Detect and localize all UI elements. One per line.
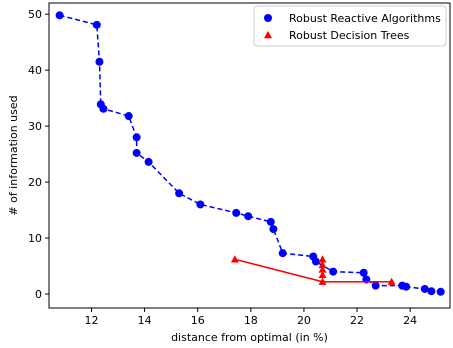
reactive-point — [427, 287, 436, 296]
reactive-point — [371, 281, 380, 290]
trees-point — [387, 277, 396, 285]
y-axis-label: # of information used — [7, 95, 20, 215]
trees-point — [318, 270, 327, 279]
reactive-point — [266, 217, 275, 226]
legend-label-reactive: Robust Reactive Algorithms — [289, 12, 441, 25]
reactive-point — [95, 57, 104, 66]
series-reactive-line — [59, 14, 441, 293]
x-tick-label: 20 — [297, 314, 311, 327]
x-axis: 12 14 16 18 20 22 24 — [84, 308, 417, 327]
reactive-point — [402, 282, 411, 291]
y-tick-label: 10 — [28, 232, 42, 245]
reactive-point — [196, 200, 205, 209]
y-tick-label: 30 — [28, 120, 42, 133]
x-tick-label: 12 — [84, 314, 98, 327]
reactive-point — [132, 148, 141, 157]
axes-frame — [48, 2, 451, 309]
reactive-point — [436, 287, 445, 296]
reactive-point — [269, 225, 278, 234]
reactive-point — [132, 133, 141, 142]
x-axis-label: distance from optimal (in %) — [171, 331, 328, 344]
legend: Robust Reactive Algorithms Robust Decisi… — [253, 5, 447, 47]
trees-point — [318, 277, 327, 285]
trees-point — [230, 255, 239, 263]
reactive-point — [420, 284, 429, 293]
y-axis: 0 10 20 30 40 50 — [28, 8, 49, 301]
reactive-point — [92, 20, 101, 29]
reactive-point — [175, 189, 184, 198]
legend-marker-trees — [264, 31, 272, 39]
x-tick-label: 14 — [138, 314, 152, 327]
reactive-point — [144, 157, 153, 166]
y-tick-label: 40 — [28, 64, 42, 77]
reactive-point — [359, 268, 368, 277]
y-tick-label: 0 — [35, 288, 42, 301]
trees-point — [318, 260, 327, 269]
x-tick-label: 18 — [244, 314, 258, 327]
reactive-point — [278, 249, 287, 258]
legend-marker-reactive — [264, 14, 272, 22]
legend-label-trees: Robust Decision Trees — [289, 29, 410, 42]
y-tick-label: 50 — [28, 8, 42, 21]
plot-area — [55, 11, 445, 296]
reactive-point — [232, 208, 241, 217]
trees-point — [318, 265, 327, 273]
legend-box — [253, 5, 447, 47]
trees-point — [318, 255, 327, 263]
y-tick-label: 20 — [28, 176, 42, 189]
reactive-point — [55, 11, 64, 20]
reactive-point — [124, 112, 133, 121]
reactive-point — [244, 212, 253, 221]
reactive-point — [311, 257, 320, 266]
x-tick-label: 22 — [350, 314, 364, 327]
x-tick-label: 16 — [191, 314, 205, 327]
reactive-point — [329, 267, 338, 276]
x-tick-label: 24 — [403, 314, 417, 327]
reactive-point — [99, 104, 108, 113]
